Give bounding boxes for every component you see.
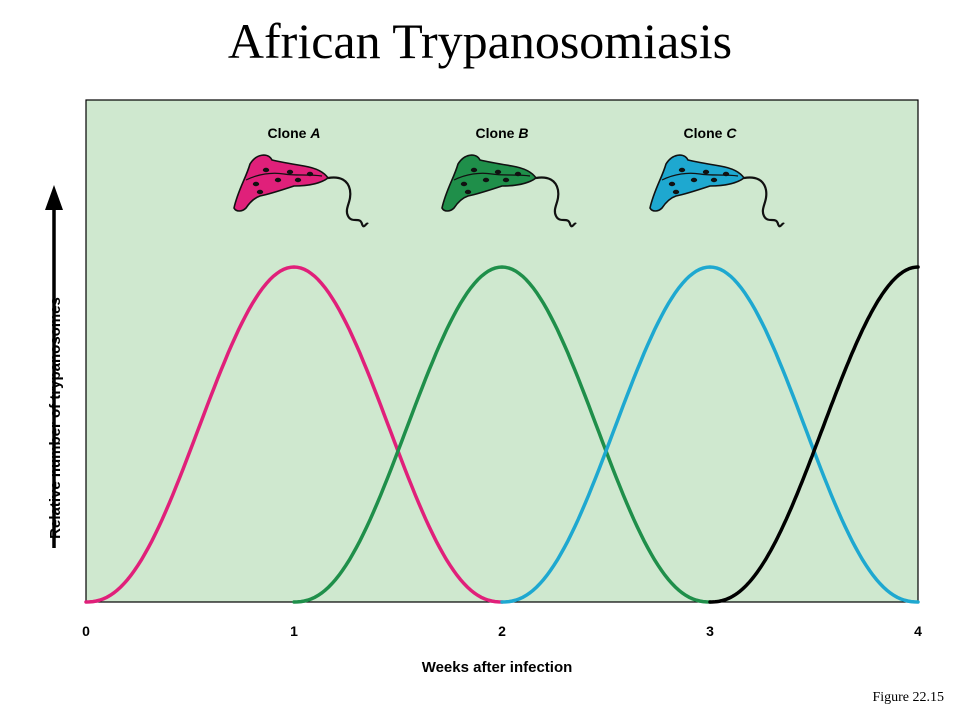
series-line-clone-c xyxy=(500,265,920,604)
trypanosome-icon xyxy=(649,154,785,228)
clone-label: Clone B xyxy=(476,125,529,141)
x-axis: 0 1 2 3 4 xyxy=(82,623,922,639)
trypanosome-icon xyxy=(441,154,577,228)
series-line-next-clone xyxy=(708,265,920,604)
clone-label: Clone A xyxy=(268,125,321,141)
x-tick-label: 4 xyxy=(914,623,922,639)
clone-label: Clone C xyxy=(684,125,738,141)
figure-caption: Figure 22.15 xyxy=(872,690,944,705)
x-tick-label: 3 xyxy=(706,623,714,639)
x-tick-label: 2 xyxy=(498,623,506,639)
x-tick-label: 1 xyxy=(290,623,298,639)
trypanosome-icon xyxy=(233,154,369,228)
clone-illustrations: Clone A Clone B Clone C xyxy=(233,125,785,228)
x-tick-label: 0 xyxy=(82,623,90,639)
series-line-clone-b xyxy=(292,265,712,604)
series-layer xyxy=(84,265,920,604)
series-line-clone-a xyxy=(84,265,504,604)
y-axis-arrow xyxy=(45,185,63,548)
x-axis-label: Weeks after infection xyxy=(422,659,573,676)
page-title: African Trypanosomiasis xyxy=(227,13,733,69)
y-axis-label: Relative number of trypanosomes xyxy=(47,297,64,539)
